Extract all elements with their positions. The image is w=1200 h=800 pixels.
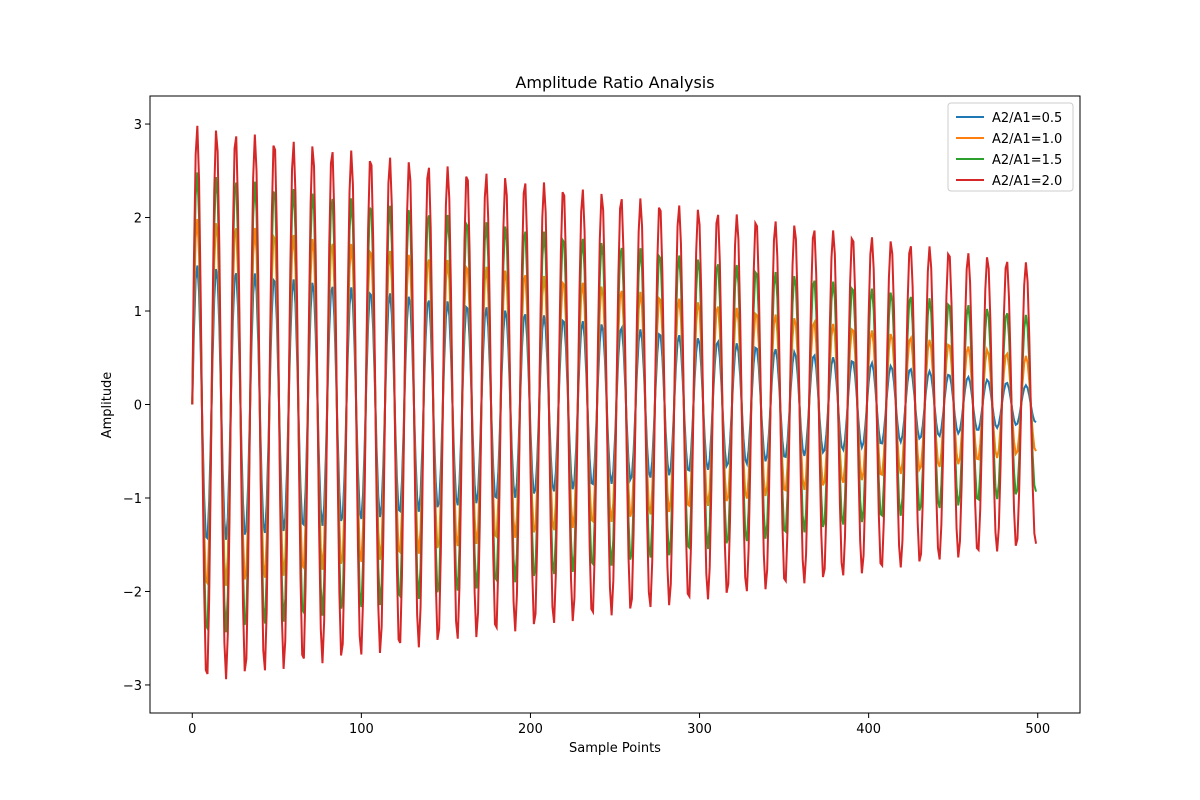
y-axis-label: Amplitude <box>100 372 115 439</box>
y-tick-label: 1 <box>134 305 142 320</box>
x-tick-label: 500 <box>1025 722 1050 737</box>
y-tick-label: −3 <box>123 679 142 694</box>
y-tick-label: 3 <box>134 118 142 133</box>
x-tick-label: 400 <box>856 722 881 737</box>
legend-box <box>947 102 1074 192</box>
x-tick-label: 300 <box>687 722 712 737</box>
x-tick-label: 0 <box>188 722 196 737</box>
chart-title: Amplitude Ratio Analysis <box>515 73 714 92</box>
x-axis: 0 100 200 300 400 500 <box>188 713 1050 737</box>
legend-label: A2/A1=1.0 <box>992 132 1062 147</box>
legend-label: A2/A1=2.0 <box>992 174 1062 189</box>
x-tick-label: 100 <box>349 722 374 737</box>
y-tick-label: −2 <box>123 585 142 600</box>
legend: A2/A1=0.5 A2/A1=1.0 A2/A1=1.5 A2/A1=2.0 <box>947 102 1074 192</box>
legend-label: A2/A1=0.5 <box>992 111 1062 126</box>
x-tick-label: 200 <box>518 722 543 737</box>
x-axis-label: Sample Points <box>569 741 661 756</box>
series-group <box>191 125 1038 680</box>
y-axis: −3 −2 −1 0 1 2 3 <box>123 118 150 694</box>
series-line-4 <box>191 125 1038 680</box>
y-tick-label: 0 <box>134 399 142 414</box>
legend-label: A2/A1=1.5 <box>992 153 1062 168</box>
y-tick-label: −1 <box>123 492 142 507</box>
y-tick-label: 2 <box>134 212 142 227</box>
